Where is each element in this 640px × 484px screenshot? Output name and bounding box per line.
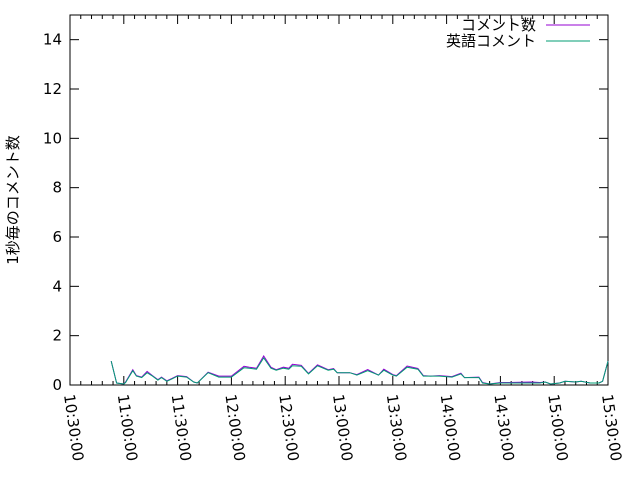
x-tick-label: 12:00:00	[221, 393, 248, 462]
y-tick-label: 2	[52, 327, 62, 345]
series-lines	[110, 354, 609, 385]
y-axis-label: 1秒毎のコメント数	[4, 135, 22, 265]
y-tick-label: 0	[52, 376, 62, 394]
legend-label: 英語コメント	[446, 32, 536, 50]
x-tick-label: 10:30:00	[60, 393, 87, 462]
series-line-1	[110, 354, 609, 385]
y-tick-label: 8	[52, 179, 62, 197]
x-tick-label: 11:30:00	[168, 393, 195, 462]
x-tick-label: 12:30:00	[275, 393, 302, 462]
y-tick-label: 6	[52, 228, 62, 246]
x-tick-label: 11:00:00	[114, 393, 141, 462]
x-tick-label: 14:00:00	[437, 393, 464, 462]
y-tick-label: 12	[43, 80, 62, 98]
y-tick-label: 14	[43, 31, 62, 49]
legend-label: コメント数	[461, 16, 536, 34]
series-line-2	[110, 356, 609, 385]
x-tick-label: 13:00:00	[329, 393, 356, 462]
x-tick-label: 15:00:00	[544, 393, 571, 462]
y-tick-label: 4	[52, 277, 62, 295]
plot-border	[69, 14, 609, 386]
x-tick-label: 13:30:00	[383, 393, 410, 462]
y-tick-label: 10	[43, 129, 62, 147]
x-tick-label: 14:30:00	[490, 393, 517, 462]
axes: 0 2 4 6 8 10 12 14 10:30:00 11:00:00 11:30:00 12:00…	[43, 14, 625, 462]
x-tick-label: 15:30:00	[598, 393, 625, 462]
